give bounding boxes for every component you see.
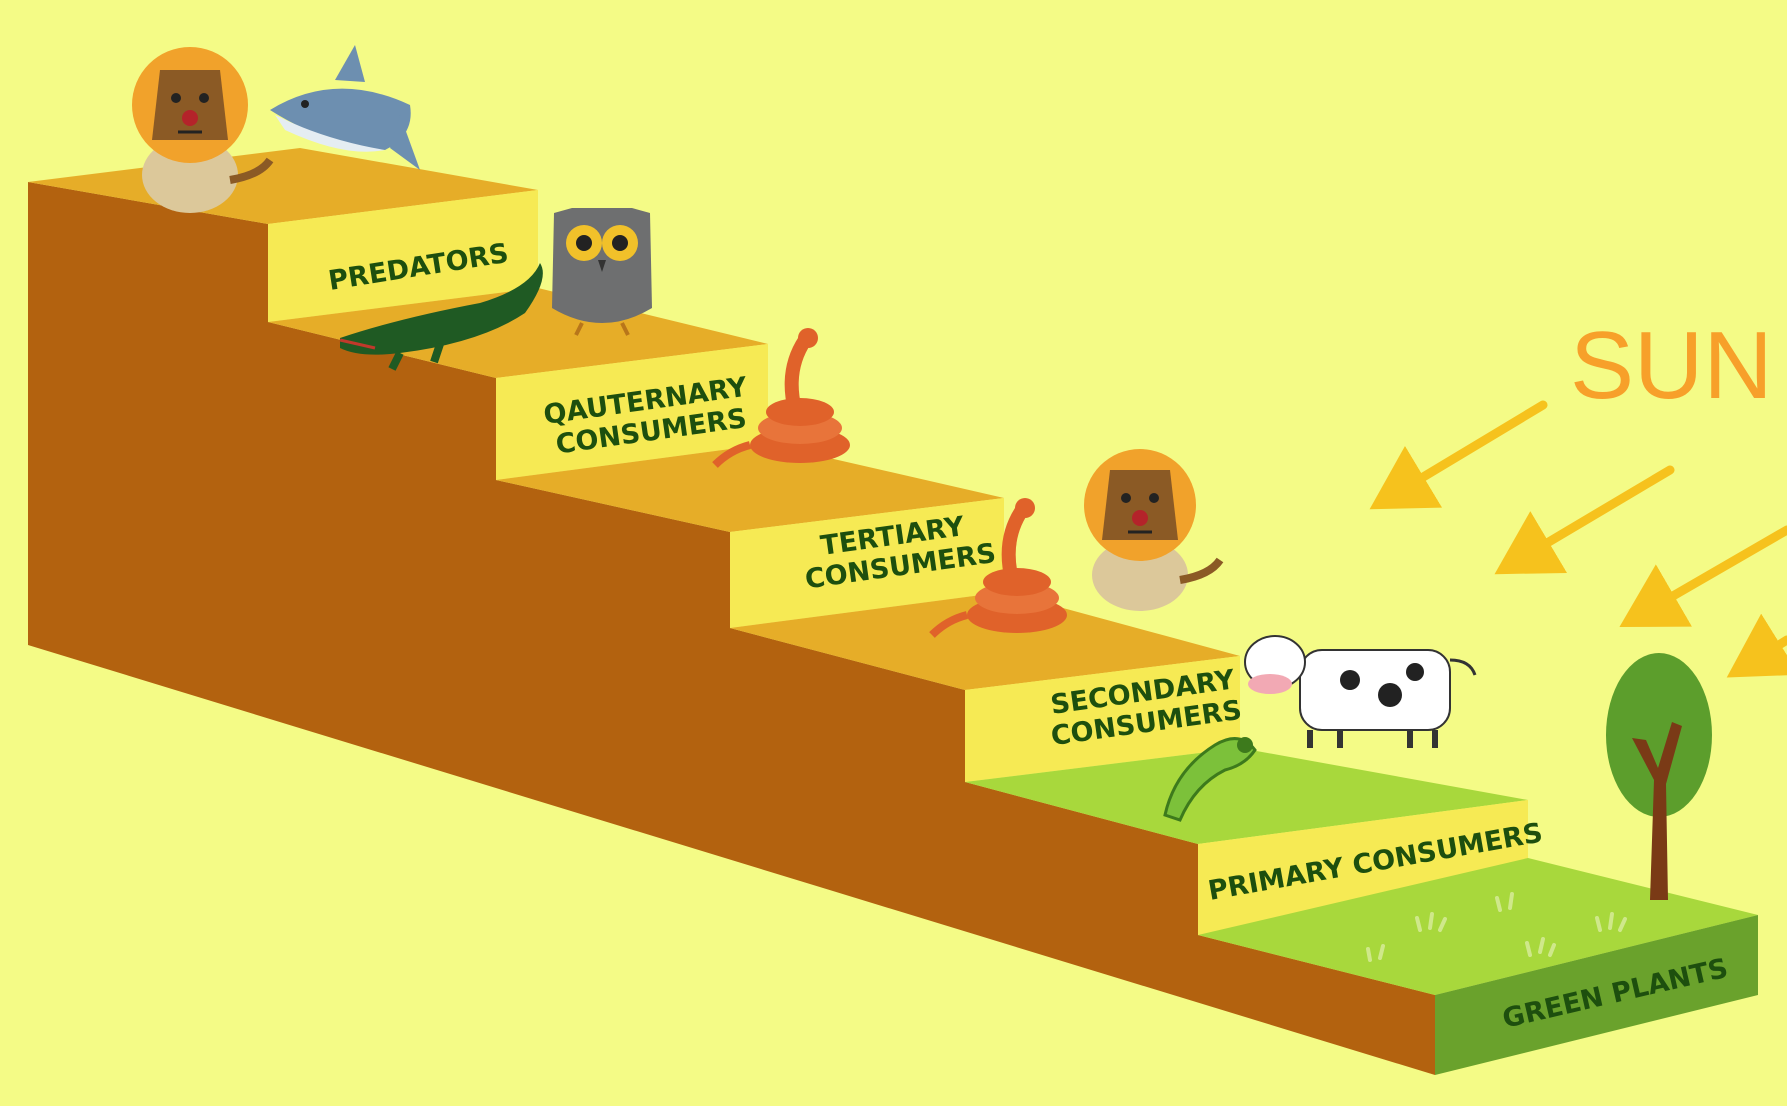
sun-ray-4: [1726, 613, 1787, 678]
crocodile-icon: [339, 263, 543, 371]
sun-ray-2: [1494, 465, 1675, 575]
snake-icon-2: [929, 498, 1067, 638]
staircase-side: [28, 182, 1435, 1075]
sun-label: SUN: [1570, 312, 1773, 419]
sun-ray-1: [1369, 400, 1548, 510]
snake-icon: [712, 328, 850, 468]
tree: [1606, 653, 1712, 900]
lion-icon-2: [1084, 449, 1224, 611]
riser-qauternary: [496, 344, 768, 480]
step-top-secondary: [730, 592, 1240, 690]
step-top-tertiary: [496, 444, 1004, 532]
step-top-green-plants: [1198, 858, 1758, 995]
caterpillar-icon: [1163, 737, 1257, 822]
step-top-primary: [965, 748, 1528, 844]
owl-icon: [552, 208, 652, 336]
grass-tufts: [1366, 892, 1627, 962]
sun-ray-3: [1619, 525, 1787, 628]
riser-predators: [268, 190, 538, 322]
riser-secondary: [965, 656, 1240, 782]
sun-rays: [1369, 400, 1787, 678]
shark-icon: [270, 45, 420, 170]
front-green-plants: [1435, 915, 1758, 1075]
lion-icon: [132, 47, 274, 213]
riser-tertiary: [730, 498, 1004, 628]
step-top-qauternary: [268, 288, 768, 378]
cow-icon: [1244, 635, 1477, 748]
